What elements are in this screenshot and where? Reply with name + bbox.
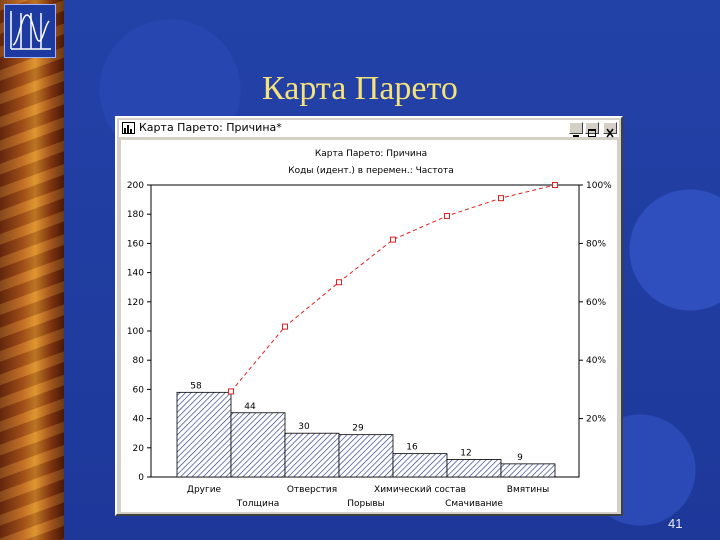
chart-title: Карта Парето: Причина [315,149,427,159]
y-tick-label: 60 [133,385,145,395]
y2-tick-label: 60% [586,298,606,308]
left-axis: 0 20 40 60 80 100 120 140 160 180 200 [127,181,151,483]
window-title: Карта Парето: Причина* [139,121,282,134]
y-tick-label: 20 [133,444,145,454]
bar [338,434,394,478]
chart-area: Карта Парето: Причина Коды (идент.) в пе… [121,140,617,512]
y-tick-label: 200 [127,181,144,191]
cumulative-point [498,195,504,202]
minimize-button[interactable] [569,122,583,137]
bar [446,459,502,478]
x-category-label: Другие [187,485,222,495]
y2-tick-label: 80% [586,239,606,249]
cumulative-point [390,236,396,243]
bar-value-label: 30 [298,422,310,432]
y-tick-label: 160 [127,239,144,249]
bar-value-label: 44 [244,402,256,412]
cumulative-point [282,323,288,330]
cumulative-point [228,388,234,395]
y-tick-label: 40 [133,415,145,425]
x-category-label: Толщина [236,499,279,509]
bar [500,463,556,478]
bar [176,391,232,478]
x-category-label: Смачивание [445,499,503,509]
cumulative-point [552,182,558,188]
y-tick-label: 120 [127,298,144,308]
cumulative-percent-line [230,184,556,392]
bar [230,412,286,478]
y-tick-label: 140 [127,269,144,279]
bar [284,432,340,478]
cumulative-point [444,212,450,219]
pareto-chart: Карта Парето: Причина Коды (идент.) в пе… [127,149,612,509]
y-tick-label: 180 [127,210,144,220]
chart-window-icon [122,122,135,134]
x-category-label: Химический состав [374,485,466,495]
bar-value-label: 16 [406,443,418,453]
bar-value-label: 58 [190,381,202,391]
close-button[interactable] [603,122,617,138]
logo-icon [4,4,56,58]
x-axis: Другие Толщина Отверстия Порывы Химический с… [187,485,549,509]
bars-group: 58 44 30 29 16 12 9 [176,381,556,478]
x-category-label: Отверстия [287,485,337,495]
y2-tick-label: 100% [586,181,612,191]
chart-window: Карта Парето: Причина* Карта Парето: При… [115,116,623,516]
bar-value-label: 9 [517,453,523,463]
cumulative-line-group [228,182,558,395]
close-icon [606,128,614,138]
bar [392,453,448,478]
maximize-button[interactable] [585,122,599,137]
right-axis: 20% 40% 60% 80% 100% [579,181,612,425]
bar-value-label: 29 [352,424,364,434]
x-category-label: Вмятины [507,485,549,495]
page-number: 41 [668,516,683,531]
minimize-icon [573,135,579,137]
y-tick-label: 0 [138,473,144,483]
decorative-side-strip [0,0,64,540]
y-tick-label: 100 [127,327,144,337]
y2-tick-label: 20% [586,415,606,425]
x-category-label: Порывы [347,499,385,509]
window-titlebar[interactable]: Карта Парето: Причина* [119,120,619,138]
slide-title: Карта Парето [262,70,458,107]
y-tick-label: 80 [133,356,145,366]
bar-value-label: 12 [460,448,471,458]
cumulative-point [336,279,342,286]
y2-tick-label: 40% [586,356,606,366]
chart-subtitle: Коды (идент.) в перемен.: Частота [288,166,454,176]
maximize-icon [588,129,596,137]
